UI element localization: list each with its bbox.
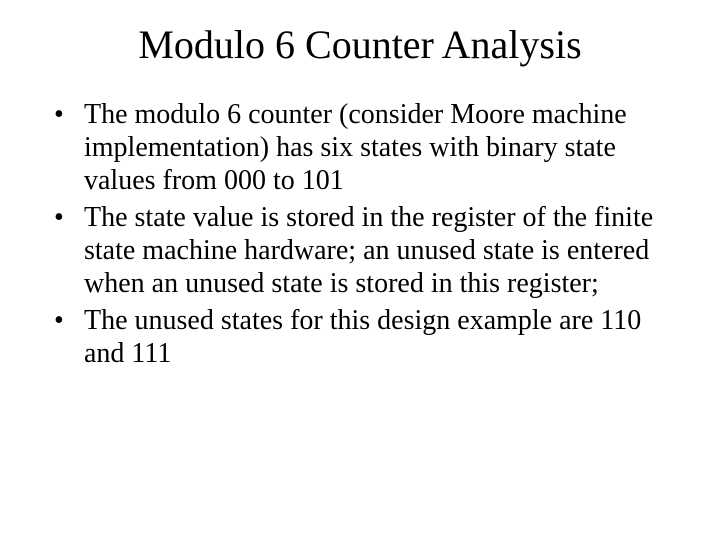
slide: Modulo 6 Counter Analysis The modulo 6 c… <box>0 0 720 540</box>
slide-title: Modulo 6 Counter Analysis <box>48 22 672 68</box>
bullet-list: The modulo 6 counter (consider Moore mac… <box>48 98 672 370</box>
list-item: The state value is stored in the registe… <box>48 201 672 300</box>
list-item: The unused states for this design exampl… <box>48 304 672 370</box>
list-item: The modulo 6 counter (consider Moore mac… <box>48 98 672 197</box>
